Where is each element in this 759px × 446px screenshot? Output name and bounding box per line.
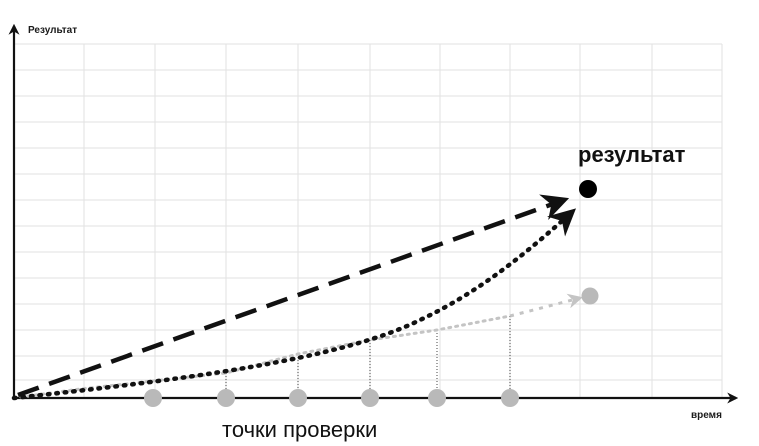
checkpoint-dot (289, 389, 307, 407)
light-arrow (509, 293, 583, 318)
checkpoints-label: точки проверки (222, 417, 377, 442)
y-axis-label: Результат (28, 25, 77, 36)
light-plan-path (12, 314, 512, 400)
result-point (579, 180, 597, 198)
checkpoint-dot (361, 389, 379, 407)
grid (14, 43, 723, 398)
x-axis-label: время (691, 410, 722, 421)
dotted-progress-curve (11, 208, 577, 401)
checkpoint-dot (144, 389, 162, 407)
result-label: результат (578, 142, 686, 167)
checkpoint-dot (428, 389, 446, 407)
checkpoint-dot (501, 389, 519, 407)
checkpoint-dots (144, 389, 519, 407)
dashed-direct-arrow (17, 194, 570, 398)
checkpoint-dot (217, 389, 235, 407)
plan-point (581, 287, 599, 305)
